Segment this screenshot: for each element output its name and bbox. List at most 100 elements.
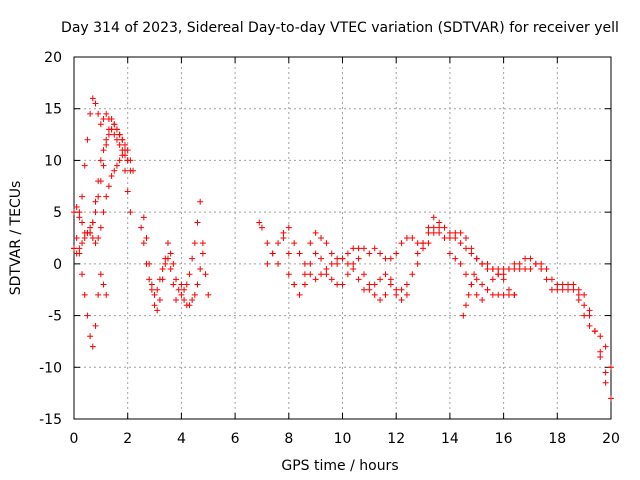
data-point: [181, 286, 188, 293]
data-point: [602, 369, 609, 376]
data-point: [89, 219, 96, 226]
data-point: [151, 302, 158, 309]
data-point: [264, 240, 271, 247]
data-point: [103, 110, 110, 117]
data-point: [79, 240, 86, 247]
data-point: [97, 224, 104, 231]
data-point: [97, 271, 104, 278]
data-point: [414, 240, 421, 247]
data-point: [167, 266, 174, 273]
data-point: [285, 250, 292, 257]
data-point: [403, 281, 410, 288]
data-point: [371, 291, 378, 298]
data-point: [425, 229, 432, 236]
data-point: [113, 126, 120, 133]
data-point: [275, 240, 282, 247]
data-point: [581, 312, 588, 319]
x-tick-label: 20: [602, 431, 620, 447]
x-tick-label: 16: [495, 431, 513, 447]
data-point: [103, 291, 110, 298]
data-point: [280, 229, 287, 236]
data-point: [479, 260, 486, 267]
data-point: [554, 281, 561, 288]
data-point: [559, 281, 566, 288]
data-point: [140, 240, 147, 247]
data-point: [202, 271, 209, 278]
data-point: [108, 126, 115, 133]
data-point: [570, 281, 577, 288]
data-point: [511, 266, 518, 273]
data-point: [119, 152, 126, 159]
data-point: [95, 235, 102, 241]
series-arc-1b: [71, 116, 137, 236]
data-point: [328, 276, 335, 283]
data-point: [414, 260, 421, 267]
data-point: [398, 240, 405, 247]
data-point: [334, 281, 341, 288]
data-point: [71, 245, 77, 252]
data-point: [334, 255, 341, 262]
chart-title: Day 314 of 2023, Sidereal Day-to-day VTE…: [61, 20, 619, 36]
data-point: [103, 136, 110, 143]
series-arc-1d: [76, 250, 110, 350]
data-point: [100, 281, 107, 288]
data-point: [164, 255, 171, 262]
data-point: [473, 276, 480, 283]
data-point: [181, 297, 188, 304]
data-point: [301, 260, 308, 267]
x-tick-label: 18: [548, 431, 566, 447]
data-point: [301, 281, 308, 288]
data-point: [307, 260, 314, 267]
data-point: [554, 286, 561, 293]
data-point: [280, 235, 287, 241]
data-point: [505, 266, 512, 273]
data-point: [460, 312, 467, 319]
data-point: [398, 286, 405, 293]
data-point: [79, 219, 86, 226]
x-tick-label: 14: [441, 431, 459, 447]
data-point: [495, 291, 502, 298]
data-point: [92, 209, 99, 216]
data-point: [95, 193, 102, 200]
data-point: [103, 141, 110, 148]
data-point: [269, 250, 276, 257]
data-point: [151, 291, 158, 298]
data-point: [420, 245, 427, 252]
data-point: [355, 245, 362, 252]
data-point: [538, 266, 545, 273]
data-point: [162, 260, 169, 267]
data-point: [323, 271, 330, 278]
data-point: [602, 343, 609, 350]
data-point: [597, 353, 604, 360]
data-point: [127, 167, 134, 174]
data-point: [608, 395, 614, 402]
data-point: [382, 271, 389, 278]
data-point: [457, 229, 464, 236]
data-point: [156, 297, 163, 304]
data-point: [575, 286, 582, 293]
data-point: [178, 281, 185, 288]
data-point: [113, 136, 120, 143]
data-point: [205, 291, 212, 298]
data-point: [159, 266, 166, 273]
data-point: [350, 260, 357, 267]
data-point: [436, 229, 443, 236]
data-point: [189, 255, 196, 262]
data-point: [409, 271, 416, 278]
data-point: [436, 224, 443, 231]
data-point: [116, 131, 123, 138]
data-point: [164, 240, 171, 247]
x-tick-label: 2: [123, 431, 132, 447]
y-tick-label: -5: [48, 309, 62, 325]
data-point: [511, 291, 518, 298]
data-point: [92, 198, 99, 205]
data-point: [377, 250, 384, 257]
data-point: [446, 229, 453, 236]
data-point: [183, 281, 190, 288]
data-point: [484, 260, 491, 267]
data-point: [318, 255, 325, 262]
data-point: [465, 291, 472, 298]
data-point: [570, 286, 577, 293]
x-tick-label: 8: [284, 431, 293, 447]
data-point: [393, 291, 400, 298]
